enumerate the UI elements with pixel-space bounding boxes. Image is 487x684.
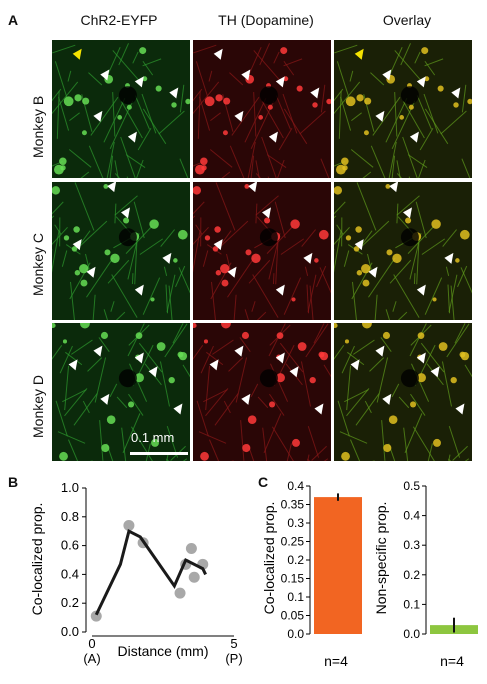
x-end-label-posterior: (P) (225, 651, 242, 666)
y-tick-label: 0.35 (281, 498, 305, 512)
y-tick-label: 0.05 (281, 609, 305, 623)
y-tick-label: 0.0 (61, 624, 79, 639)
row-label-monkey-d: Monkey D (30, 375, 46, 438)
right-bar-chart: 0.0 0.1 0.2 0.3 0.4 0.5 (403, 479, 478, 641)
y-tick-label: 1.0 (61, 480, 79, 495)
y-tick-label: 0.8 (61, 509, 79, 524)
panel-a-letter: A (8, 12, 18, 28)
micrograph-monkey-b-th (193, 40, 331, 178)
y-tick-label: 0.1 (287, 590, 304, 604)
right-y-axis-label: Non-specific prop. (373, 502, 389, 615)
y-tick-label: 0.6 (61, 538, 79, 553)
bar (314, 497, 362, 634)
row-label-monkey-c: Monkey C (30, 233, 46, 296)
y-tick-label: 0.4 (61, 566, 79, 581)
x-axis-label: Distance (mm) (117, 643, 208, 659)
y-tick-label: 0.3 (403, 538, 420, 552)
data-marks (91, 520, 208, 622)
y-tick-label: 0.15 (281, 572, 305, 586)
y-tick-label: 0.5 (403, 479, 420, 493)
data-point (123, 520, 134, 531)
data-point (189, 572, 200, 583)
y-tick-label: 0.25 (281, 535, 305, 549)
y-axis-label: Co-localized prop. (30, 503, 45, 616)
column-header-overlay: Overlay (332, 12, 482, 28)
column-header-chr2: ChR2-EYFP (44, 12, 194, 28)
y-tick-label: 0.2 (287, 553, 304, 567)
left-n-label: n=4 (324, 653, 348, 669)
scale-bar-label: 0.1 mm (131, 430, 174, 445)
y-tick-label: 0.2 (61, 595, 79, 610)
column-header-th: TH (Dopamine) (191, 12, 341, 28)
micrograph-monkey-c-chr2 (52, 182, 190, 320)
y-tick-label: 0.1 (403, 597, 420, 611)
data-point (186, 543, 197, 554)
row-label-monkey-b: Monkey B (30, 96, 46, 158)
y-tick-label: 0.2 (403, 568, 420, 582)
x-tick-label-0: 0 (88, 636, 95, 651)
left-bar-chart: 0.0 0.05 0.1 0.15 0.2 0.25 0.3 0.35 0.4 (281, 479, 362, 641)
y-tick-label: 0.3 (287, 516, 304, 530)
micrograph-monkey-b-chr2 (52, 40, 190, 178)
y-tick-label: 0.0 (287, 627, 304, 641)
x-end-label-anterior: (A) (83, 651, 100, 666)
panel-c-bar-charts: Co-localized prop. 0.0 0.05 0.1 0.15 0.2 0.25… (262, 478, 484, 683)
right-n-label: n=4 (440, 653, 464, 669)
scale-bar (130, 452, 188, 455)
y-tick-label: 0.4 (287, 479, 304, 493)
data-point (175, 588, 186, 599)
micrograph-monkey-b-overlay (334, 40, 472, 178)
y-tick-label: 0.0 (403, 627, 420, 641)
panel-b-letter: B (8, 474, 18, 490)
micrograph-monkey-d-overlay (334, 323, 472, 461)
y-axis: 0.0 0.2 0.4 0.6 0.8 1.0 (61, 480, 234, 639)
left-y-axis-label: Co-localized prop. (262, 502, 277, 615)
micrograph-monkey-d-th (193, 323, 331, 461)
x-tick-label-5: 5 (230, 636, 237, 651)
y-tick-label: 0.4 (403, 509, 420, 523)
micrograph-monkey-c-th (193, 182, 331, 320)
micrograph-monkey-c-overlay (334, 182, 472, 320)
